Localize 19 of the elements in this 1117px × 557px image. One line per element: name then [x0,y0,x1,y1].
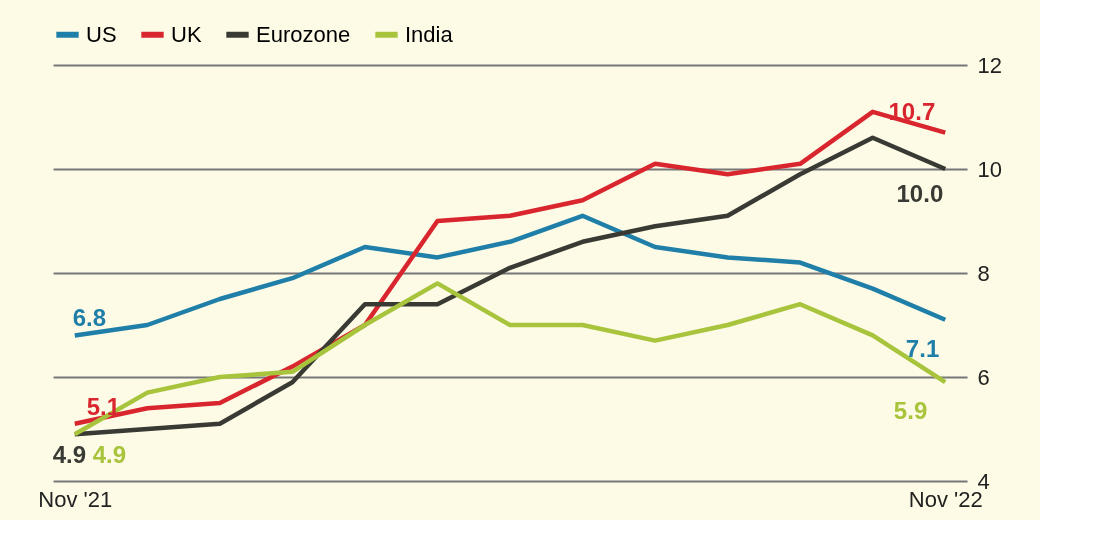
legend-label: US [86,21,117,47]
annotation: 7.1 [905,334,940,362]
annotation: 6.8 [72,304,107,332]
line-series [72,213,948,338]
annotation: 5.9 [893,397,928,425]
y-tick-label: 8 [977,260,990,286]
y-tick-label: 10 [977,156,1002,182]
legend-label: Eurozone [256,21,351,47]
annotation: 10.0 [896,180,944,207]
x-tick-label: Nov '21 [38,486,113,512]
y-tick-label: 6 [977,364,990,390]
y-tick-label: 12 [977,52,1002,78]
legend-label: India [405,21,454,47]
legend-label: UK [171,21,202,47]
line-series [72,281,948,437]
annotation: 4.9 [52,441,87,469]
x-tick-label: Nov '22 [908,486,983,512]
annotation: 5.1 [86,392,121,420]
annotation: 4.9 [92,441,127,469]
